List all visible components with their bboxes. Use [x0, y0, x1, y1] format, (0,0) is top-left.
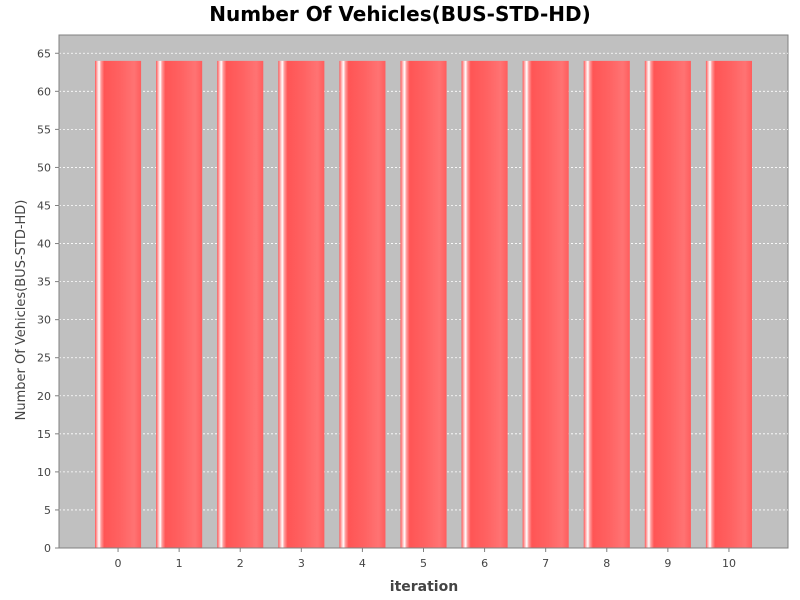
bar	[400, 60, 447, 549]
x-tick-label: 3	[298, 557, 305, 570]
y-tick-label: 35	[37, 276, 51, 289]
x-axis-title: iteration	[390, 579, 458, 595]
x-tick-label: 8	[603, 557, 610, 570]
bar	[583, 60, 630, 549]
y-tick-label: 25	[37, 352, 51, 365]
x-tick-label: 0	[115, 557, 122, 570]
x-tick-label: 7	[542, 557, 549, 570]
bar	[705, 60, 752, 549]
bar	[461, 60, 508, 549]
bar	[217, 60, 264, 549]
bar	[522, 60, 569, 549]
y-tick-label: 5	[44, 504, 51, 517]
x-tick-label: 1	[176, 557, 183, 570]
bar	[95, 60, 142, 549]
y-tick-label: 65	[37, 47, 51, 60]
y-axis-title: Number Of Vehicles(BUS-STD-HD)	[14, 200, 29, 421]
y-tick-label: 45	[37, 199, 51, 212]
bar	[644, 60, 691, 549]
bar	[278, 60, 325, 549]
y-tick-label: 55	[37, 123, 51, 136]
x-tick-label: 4	[359, 557, 366, 570]
bar	[339, 60, 386, 549]
bar	[156, 60, 203, 549]
x-tick-label: 2	[237, 557, 244, 570]
y-tick-label: 30	[37, 314, 51, 327]
y-tick-label: 40	[37, 238, 51, 251]
y-tick-label: 10	[37, 466, 51, 479]
x-tick-label: 10	[722, 557, 736, 570]
x-tick-label: 6	[481, 557, 488, 570]
y-tick-label: 20	[37, 390, 51, 403]
bars	[95, 60, 752, 549]
y-tick-label: 15	[37, 428, 51, 441]
x-tick-label: 5	[420, 557, 427, 570]
x-tick-label: 9	[664, 557, 671, 570]
y-tick-label: 60	[37, 85, 51, 98]
y-tick-label: 0	[44, 542, 51, 555]
y-tick-label: 50	[37, 161, 51, 174]
chart-title: Number Of Vehicles(BUS-STD-HD)	[209, 2, 591, 26]
